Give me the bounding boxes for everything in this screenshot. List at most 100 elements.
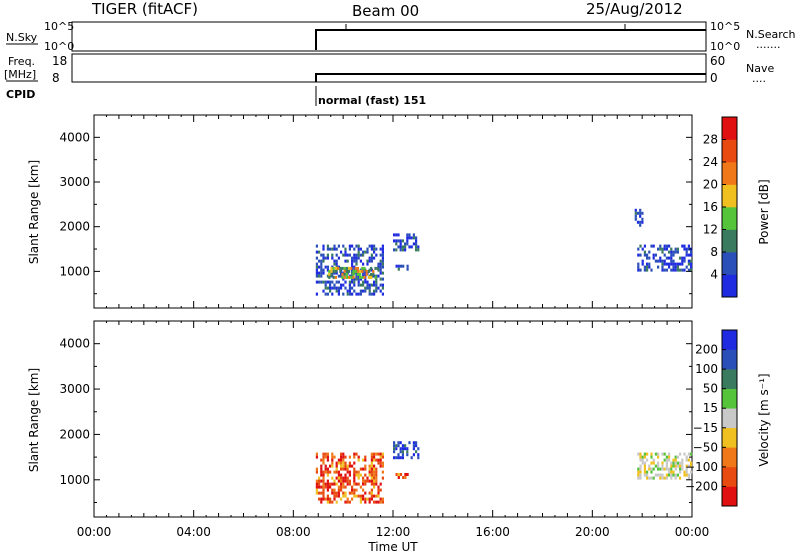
data-cell	[665, 461, 668, 465]
data-cell	[359, 500, 362, 504]
data-cell	[331, 482, 334, 486]
data-cell	[381, 277, 384, 281]
data-cell	[337, 470, 340, 474]
data-cell	[373, 473, 376, 477]
data-cell	[404, 242, 407, 246]
data-cell	[333, 479, 336, 483]
data-cell	[370, 491, 373, 495]
data-cell	[343, 266, 346, 270]
data-cell	[643, 464, 646, 468]
data-cell	[340, 452, 343, 456]
data-cell	[381, 244, 384, 248]
data-cell	[679, 256, 682, 260]
data-cell	[674, 458, 677, 462]
data-cell	[670, 464, 673, 468]
colorbar-tick-label: 15	[703, 401, 718, 415]
data-cell	[685, 470, 688, 474]
data-cell	[335, 464, 338, 468]
data-cell	[344, 247, 347, 251]
data-cell	[357, 256, 360, 260]
data-cell	[410, 236, 413, 240]
data-cell	[340, 461, 343, 465]
data-cell	[634, 214, 637, 218]
x-tick-label: 08:00	[276, 525, 311, 539]
data-cell	[685, 473, 688, 477]
data-cell	[318, 497, 321, 501]
data-cell	[364, 479, 367, 483]
data-cell	[362, 262, 365, 266]
data-cell	[366, 476, 369, 480]
data-cell	[373, 455, 376, 459]
data-cell	[340, 458, 343, 462]
data-cell	[340, 476, 343, 480]
data-cell	[353, 455, 356, 459]
data-cell	[399, 239, 402, 243]
data-cell	[353, 253, 356, 257]
data-cell	[381, 262, 384, 266]
data-cell	[643, 455, 646, 459]
data-cell	[373, 464, 376, 468]
data-cell	[672, 268, 675, 272]
data-cell	[322, 479, 325, 483]
data-cell	[654, 473, 657, 477]
data-cell	[368, 470, 371, 474]
data-cell	[353, 479, 356, 483]
data-cell	[670, 268, 673, 272]
data-cell	[333, 470, 336, 474]
nave-label: Nave	[746, 62, 774, 75]
data-cell	[366, 250, 369, 254]
data-cell	[326, 485, 329, 489]
data-cell	[393, 248, 396, 252]
data-cell	[320, 253, 323, 257]
data-cell	[339, 269, 342, 273]
data-cell	[373, 274, 376, 278]
data-cell	[359, 247, 362, 251]
data-cell	[374, 266, 377, 270]
data-cell	[668, 244, 671, 248]
data-cell	[340, 250, 343, 254]
data-cell	[324, 286, 327, 290]
data-cell	[663, 476, 666, 480]
data-cell	[375, 482, 378, 486]
data-cell	[346, 292, 349, 296]
data-cell	[373, 292, 376, 296]
data-cell	[657, 467, 660, 471]
data-cell	[337, 488, 340, 492]
data-cell	[322, 280, 325, 284]
data-cell	[406, 239, 409, 243]
data-cell	[406, 447, 409, 451]
data-cell	[643, 470, 646, 474]
data-cell	[341, 272, 344, 276]
data-cell	[397, 264, 400, 268]
data-cell	[665, 244, 668, 248]
velocity-colorbar-label: Velocity [m s⁻¹]	[757, 373, 771, 466]
data-cell	[363, 266, 366, 270]
data-cell	[646, 256, 649, 260]
data-cell	[679, 268, 682, 272]
data-cell	[415, 450, 418, 454]
data-cell	[670, 253, 673, 257]
data-cell	[355, 452, 358, 456]
data-cell	[344, 494, 347, 498]
data-cell	[393, 450, 396, 454]
data-cell	[657, 265, 660, 269]
data-cell	[351, 497, 354, 501]
data-cell	[343, 269, 346, 273]
data-cell	[676, 262, 679, 266]
data-cell	[359, 467, 362, 471]
data-cell	[357, 247, 360, 251]
data-cell	[377, 485, 380, 489]
data-cell	[370, 253, 373, 257]
data-cell	[661, 265, 664, 269]
data-cell	[406, 453, 409, 457]
data-cell	[681, 262, 684, 266]
data-cell	[364, 277, 367, 281]
data-cell	[337, 244, 340, 248]
data-cell	[318, 485, 321, 489]
data-cell	[377, 452, 380, 456]
data-cell	[330, 269, 333, 273]
data-cell	[364, 458, 367, 462]
colorbar-swatch	[722, 117, 737, 140]
data-cell	[415, 236, 418, 240]
data-cell	[364, 271, 367, 275]
